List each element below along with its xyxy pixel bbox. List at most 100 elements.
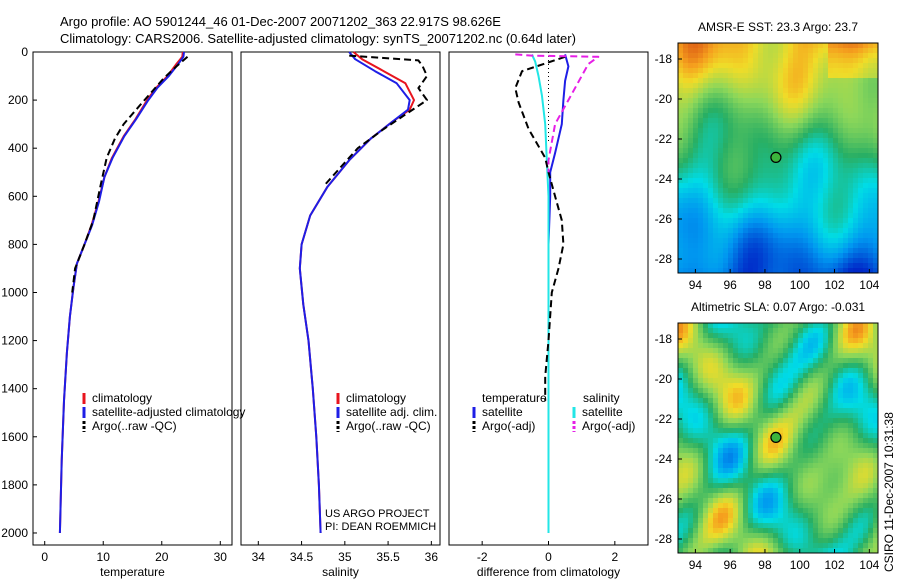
sla-map-cell	[833, 438, 839, 444]
sst-map-cell	[833, 148, 839, 154]
sla-map-cell	[848, 518, 854, 524]
sla-map-cell	[873, 518, 879, 524]
sst-map-cell	[738, 213, 744, 219]
sst-map-cell	[723, 153, 729, 159]
sla-map-cell	[793, 528, 799, 534]
sla-map-cell	[863, 473, 869, 479]
sst-map-cell	[713, 48, 719, 54]
sla-map-cell	[693, 403, 699, 409]
sla-map-cell	[688, 333, 694, 339]
sst-map-cell	[858, 123, 864, 129]
sla-map-cell	[783, 508, 789, 514]
sla-map-cell	[783, 528, 789, 534]
sst-map-cell	[823, 73, 829, 79]
sla-map-cell	[798, 473, 804, 479]
sla-map-cell	[848, 408, 854, 414]
sla-map-cell	[763, 393, 769, 399]
sst-map-cell	[758, 243, 764, 249]
sst-map-cell	[843, 228, 849, 234]
sla-map-cell	[803, 373, 809, 379]
sla-map-cell	[843, 383, 849, 389]
sla-map-cell	[778, 513, 784, 519]
sst-map-cell	[798, 158, 804, 164]
sst-map-cell	[873, 88, 879, 94]
sst-map-cell	[838, 63, 844, 69]
sla-map-cell	[833, 538, 839, 544]
sla-map-cell	[738, 403, 744, 409]
sla-map-cell	[828, 548, 834, 554]
sst-map-cell	[748, 243, 754, 249]
sla-map-cell	[778, 333, 784, 339]
sst-map-cell	[758, 133, 764, 139]
sst-map-cell	[698, 173, 704, 179]
sst-map-cell	[778, 63, 784, 69]
sst-map-cell	[703, 198, 709, 204]
sla-map-cell	[783, 388, 789, 394]
sla-map-cell	[788, 363, 794, 369]
sla-map-cell	[868, 543, 874, 549]
sst-map-cell	[863, 173, 869, 179]
sst-map-cell	[683, 103, 689, 109]
sst-map-cell	[798, 73, 804, 79]
sst-map-cell	[703, 48, 709, 54]
sst-map-cell	[858, 148, 864, 154]
sst-map-cell	[803, 258, 809, 264]
sla-map-cell	[798, 358, 804, 364]
salinity-series-1	[298, 51, 411, 534]
sst-map-cell	[788, 143, 794, 149]
sla-map-cell	[693, 358, 699, 364]
sla-map-cell	[838, 368, 844, 374]
sla-map-cell	[863, 533, 869, 539]
sst-map-cell	[763, 53, 769, 59]
sst-map-cell	[743, 153, 749, 159]
sla-map-cell	[818, 458, 824, 464]
sla-map-cell	[783, 408, 789, 414]
sst-map-cell	[803, 78, 809, 84]
sla-map-cell	[843, 503, 849, 509]
sla-map-cell	[823, 523, 829, 529]
sla-map-cell	[698, 383, 704, 389]
sst-map-cell	[793, 128, 799, 134]
sla-map-cell	[693, 478, 699, 484]
sla-map-cell	[743, 393, 749, 399]
sst-map-cell	[863, 203, 869, 209]
sla-map-cell	[738, 438, 744, 444]
sla-map-cell	[833, 518, 839, 524]
sst-map-cell	[843, 183, 849, 189]
sla-map-cell	[803, 403, 809, 409]
sla-map-cell	[838, 483, 844, 489]
sal-legend-climatology-text: climatology	[346, 391, 406, 405]
sla-map-cell	[693, 348, 699, 354]
sst-map-cell	[693, 168, 699, 174]
sst-map-cell	[863, 88, 869, 94]
sst-map-cell	[703, 103, 709, 109]
sst-map-cell	[848, 243, 854, 249]
sla-map-cell	[698, 358, 704, 364]
sst-map-cell	[738, 218, 744, 224]
sla-map-cell	[858, 433, 864, 439]
sst-map-cell	[738, 83, 744, 89]
sla-map-cell	[758, 423, 764, 429]
sst-map-cell	[748, 73, 754, 79]
sst-map-cell	[838, 88, 844, 94]
sst-map-cell	[808, 43, 814, 49]
sst-map-cell	[873, 153, 879, 159]
sla-map-cell	[838, 413, 844, 419]
sst-map-cell	[748, 228, 754, 234]
sla-map-cell	[788, 438, 794, 444]
sst-map-cell	[868, 43, 874, 49]
sla-map-cell	[723, 473, 729, 479]
sst-map-cell	[848, 63, 854, 69]
sst-map-cell	[728, 268, 734, 274]
sst-map-cell	[853, 263, 859, 269]
sst-map-ytick-label: -18	[655, 52, 673, 66]
depth-tick-label: 1000	[1, 285, 28, 299]
sla-map-cell	[818, 383, 824, 389]
sla-map-cell	[858, 448, 864, 454]
sla-map-cell	[718, 493, 724, 499]
sst-map-cell	[838, 68, 844, 74]
sla-map-cell	[678, 428, 684, 434]
sst-map-cell	[873, 178, 879, 184]
sst-map-cell	[738, 173, 744, 179]
sst-map-cell	[748, 183, 754, 189]
